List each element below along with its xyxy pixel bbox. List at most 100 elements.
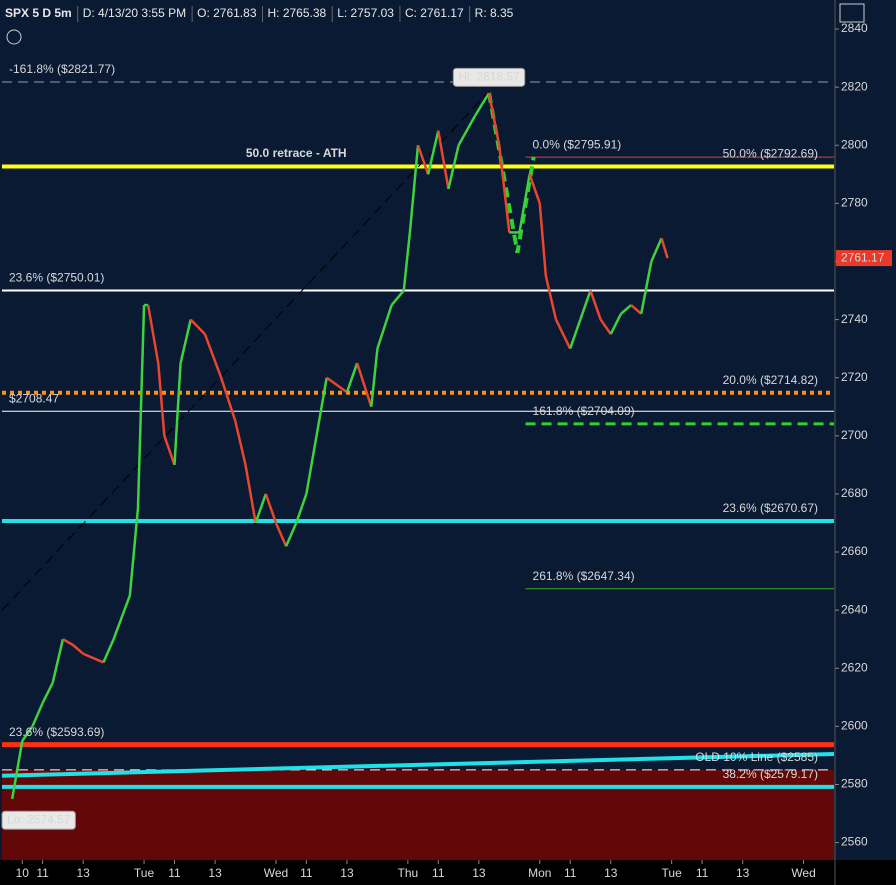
- price-segment: [620, 304, 632, 315]
- annotation: Hi: 2818.57: [452, 67, 526, 87]
- x-tick-label: Thu: [398, 866, 419, 880]
- price-segment: [345, 362, 359, 393]
- price-segment: [370, 348, 379, 407]
- price-segment: [21, 725, 34, 742]
- header-field: O: 2761.83: [197, 6, 257, 20]
- y-tick-label: 2840: [841, 21, 868, 35]
- price-segment: [457, 115, 476, 146]
- price-segment: [41, 682, 54, 704]
- price-segment: [234, 421, 247, 466]
- annotation-box: [452, 67, 526, 87]
- level-label: 50.0% ($2792.69): [723, 147, 818, 161]
- header-field: L: 2757.03: [337, 6, 394, 20]
- x-tick-label: 11: [36, 866, 49, 880]
- price-segment: [189, 318, 206, 335]
- x-tick-label: Tue: [662, 866, 683, 880]
- price-segment: [264, 493, 278, 524]
- zone: [2, 769, 834, 860]
- x-tick-label: 13: [208, 866, 222, 880]
- header-field: D: 4/13/20 3:55 PM: [83, 6, 186, 20]
- y-tick-label: 2720: [841, 370, 868, 384]
- level-label: 23.6% ($2593.69): [9, 725, 104, 739]
- header-field: R: 8.35: [475, 6, 514, 20]
- price-segment: [179, 319, 192, 364]
- last-price: 2761.17: [836, 250, 892, 267]
- settings-icon[interactable]: [839, 3, 865, 23]
- y-tick-label: 2560: [841, 835, 868, 849]
- price-segment: [51, 638, 65, 684]
- plot: [1, 81, 835, 860]
- price-segment: [315, 377, 328, 437]
- price-segment: [390, 289, 405, 306]
- price-segment: [639, 261, 653, 315]
- level-label: 20.0% ($2714.82): [723, 373, 818, 387]
- last-price-box: [836, 250, 892, 267]
- price-segment: [128, 508, 140, 596]
- price-segment: [31, 702, 44, 727]
- level-label: 23.6% ($2670.67): [723, 501, 818, 515]
- level-label: 23.6% ($2750.01): [9, 271, 104, 285]
- price-segment: [599, 318, 612, 335]
- price-segment: [254, 493, 267, 524]
- price-segment: [569, 319, 582, 350]
- price-segment: [487, 92, 501, 146]
- annotation-text: 50.0 retrace - ATH: [246, 146, 347, 160]
- y-tick-label: 2780: [841, 196, 868, 210]
- level-label: OLD 10% Line ($2585): [695, 750, 818, 764]
- price-segment: [437, 130, 450, 190]
- x-tick-label: 13: [736, 866, 750, 880]
- trendline: [1, 90, 490, 611]
- x-tick-label: Mon: [528, 866, 551, 880]
- price-segment: [497, 145, 511, 233]
- x-tick-label: 13: [604, 866, 618, 880]
- y-tick-label: 2640: [841, 602, 868, 616]
- annotation: Lo: 2574.57: [1, 810, 76, 830]
- price-segment: [355, 362, 373, 408]
- price-segment: [163, 435, 176, 466]
- price-segment: [112, 595, 132, 640]
- price-segment: [609, 313, 623, 335]
- price-segment: [157, 363, 166, 436]
- x-tick-label: 10: [16, 866, 30, 880]
- price-segment: [284, 522, 298, 547]
- annotation-box: [1, 810, 76, 830]
- price-segment: [416, 144, 430, 175]
- price-segment: [518, 174, 531, 233]
- price-segment: [219, 377, 237, 422]
- y-tick-label: 2820: [841, 79, 868, 93]
- x-tick-label: Tue: [134, 866, 155, 880]
- price-segment: [82, 652, 104, 664]
- info-icon[interactable]: [6, 29, 22, 45]
- price-segment: [579, 290, 592, 321]
- price-segment: [274, 522, 288, 547]
- price-segment: [402, 232, 412, 291]
- price-segment: [203, 333, 223, 379]
- symbol: SPX 5 D 5m: [5, 6, 72, 20]
- x-tick-label: 11: [564, 866, 577, 880]
- trendline: [1, 751, 835, 778]
- price-segment: [538, 203, 548, 277]
- price-segment: [528, 173, 541, 204]
- price-segment: [146, 304, 160, 364]
- price-segment: [295, 493, 308, 524]
- y-tick-label: 2800: [841, 137, 868, 151]
- x-tick-label: 11: [696, 866, 709, 880]
- y-tick-label: 2600: [841, 719, 868, 733]
- price-segment: [630, 304, 643, 315]
- level-label: 0.0% ($2795.91): [533, 137, 622, 151]
- x-tick-label: Wed: [264, 866, 288, 880]
- price-segment: [447, 144, 460, 190]
- level-label: $2708.47: [9, 391, 59, 405]
- price-segment: [102, 638, 115, 663]
- header-field: C: 2761.17: [405, 6, 464, 20]
- price-segment: [589, 290, 602, 321]
- price-segment: [408, 145, 420, 233]
- price-segment: [325, 376, 348, 394]
- x-tick-label: 11: [432, 866, 445, 880]
- y-tick-label: 2620: [841, 660, 868, 674]
- price-segment: [473, 92, 491, 117]
- x-tick-label: 13: [340, 866, 354, 880]
- price-segment: [244, 464, 257, 524]
- price-segment: [544, 275, 558, 320]
